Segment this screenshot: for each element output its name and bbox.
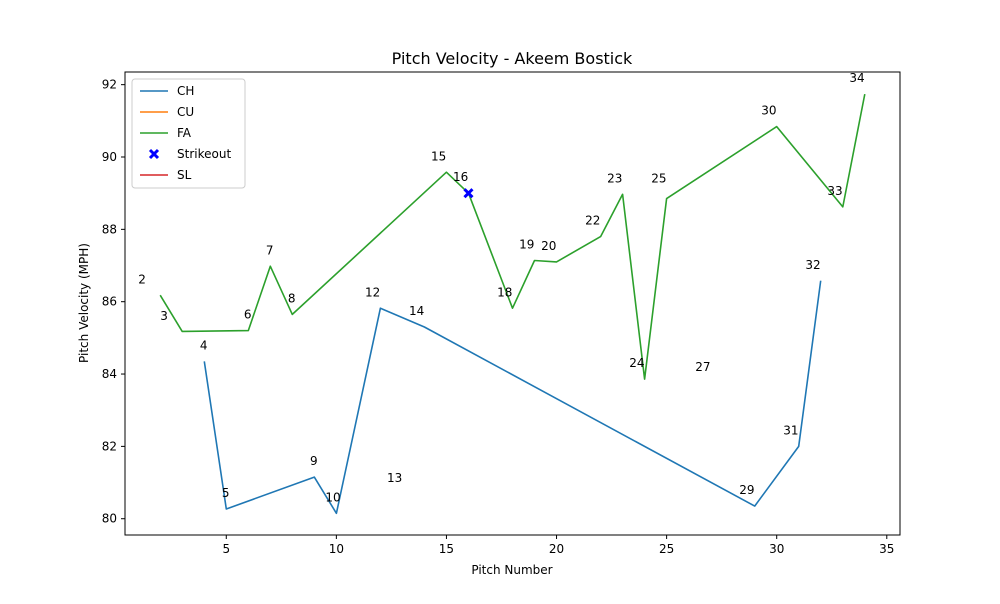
legend-label: CU (177, 105, 194, 119)
pitch-number-label: 14 (409, 304, 424, 318)
series-line-fa (159, 93, 866, 380)
pitch-number-label: 12 (365, 285, 380, 299)
x-tick-label: 10 (329, 542, 344, 556)
pitch-number-label: 34 (849, 71, 864, 85)
pitch-number-label: 24 (629, 356, 644, 370)
x-tick-label: 5 (222, 542, 230, 556)
y-tick-label: 82 (102, 439, 117, 453)
y-tick-label: 80 (102, 512, 117, 526)
pitch-number-label: 23 (607, 171, 622, 185)
pitch-number-label: 18 (497, 285, 512, 299)
y-tick-label: 92 (102, 78, 117, 92)
pitch-number-label: 29 (739, 483, 754, 497)
pitch-number-label: 10 (325, 490, 340, 504)
strikeout-marker (463, 188, 474, 199)
x-tick-label: 20 (549, 542, 564, 556)
pitch-number-label: 19 (519, 238, 534, 252)
pitch-number-label: 33 (827, 184, 842, 198)
pitch-number-label: 7 (266, 243, 274, 257)
legend-label: Strikeout (177, 147, 231, 161)
pitch-number-label: 8 (288, 291, 296, 305)
pitch-number-label: 6 (244, 308, 252, 322)
pitch-number-label: 13 (387, 471, 402, 485)
x-tick-label: 25 (659, 542, 674, 556)
pitch-number-label: 3 (160, 309, 168, 323)
x-axis-label: Pitch Number (471, 563, 552, 577)
y-tick-label: 90 (102, 150, 117, 164)
chart-title: Pitch Velocity - Akeem Bostick (392, 49, 633, 68)
y-tick-label: 88 (102, 222, 117, 236)
pitch-number-label: 32 (805, 258, 820, 272)
pitch-number-label: 27 (695, 360, 710, 374)
pitch-number-label: 16 (453, 170, 468, 184)
pitch-number-label: 4 (200, 338, 208, 352)
plot-frame (124, 71, 901, 536)
y-axis-label: Pitch Velocity (MPH) (77, 243, 91, 363)
pitch-number-label: 31 (783, 423, 798, 437)
legend: CH CU FA Strikeout SL (131, 78, 246, 189)
pitch-number-label: 22 (585, 214, 600, 228)
x-tick-label: 15 (439, 542, 454, 556)
legend-box (131, 78, 246, 189)
x-tick-label: 35 (879, 542, 894, 556)
legend-label: FA (177, 126, 192, 140)
pitch-number-label: 20 (541, 239, 556, 253)
pitch-number-label: 25 (651, 171, 666, 185)
y-tick-label: 86 (102, 295, 117, 309)
pitch-number-label: 9 (310, 454, 318, 468)
y-tick-label: 84 (102, 367, 117, 381)
legend-label: SL (177, 168, 192, 182)
pitch-number-label: 5 (222, 486, 230, 500)
pitch-number-label: 15 (431, 149, 446, 163)
pitch-number-label: 30 (761, 104, 776, 118)
series-line-ch (203, 280, 822, 515)
legend-swatch-strikeout (148, 148, 160, 160)
pitch-number-label: 2 (138, 273, 146, 287)
legend-label: CH (177, 84, 194, 98)
x-tick-label: 30 (769, 542, 784, 556)
plot-area: 5 10 15 20 25 30 35808284868890922345678910121… (102, 71, 901, 556)
